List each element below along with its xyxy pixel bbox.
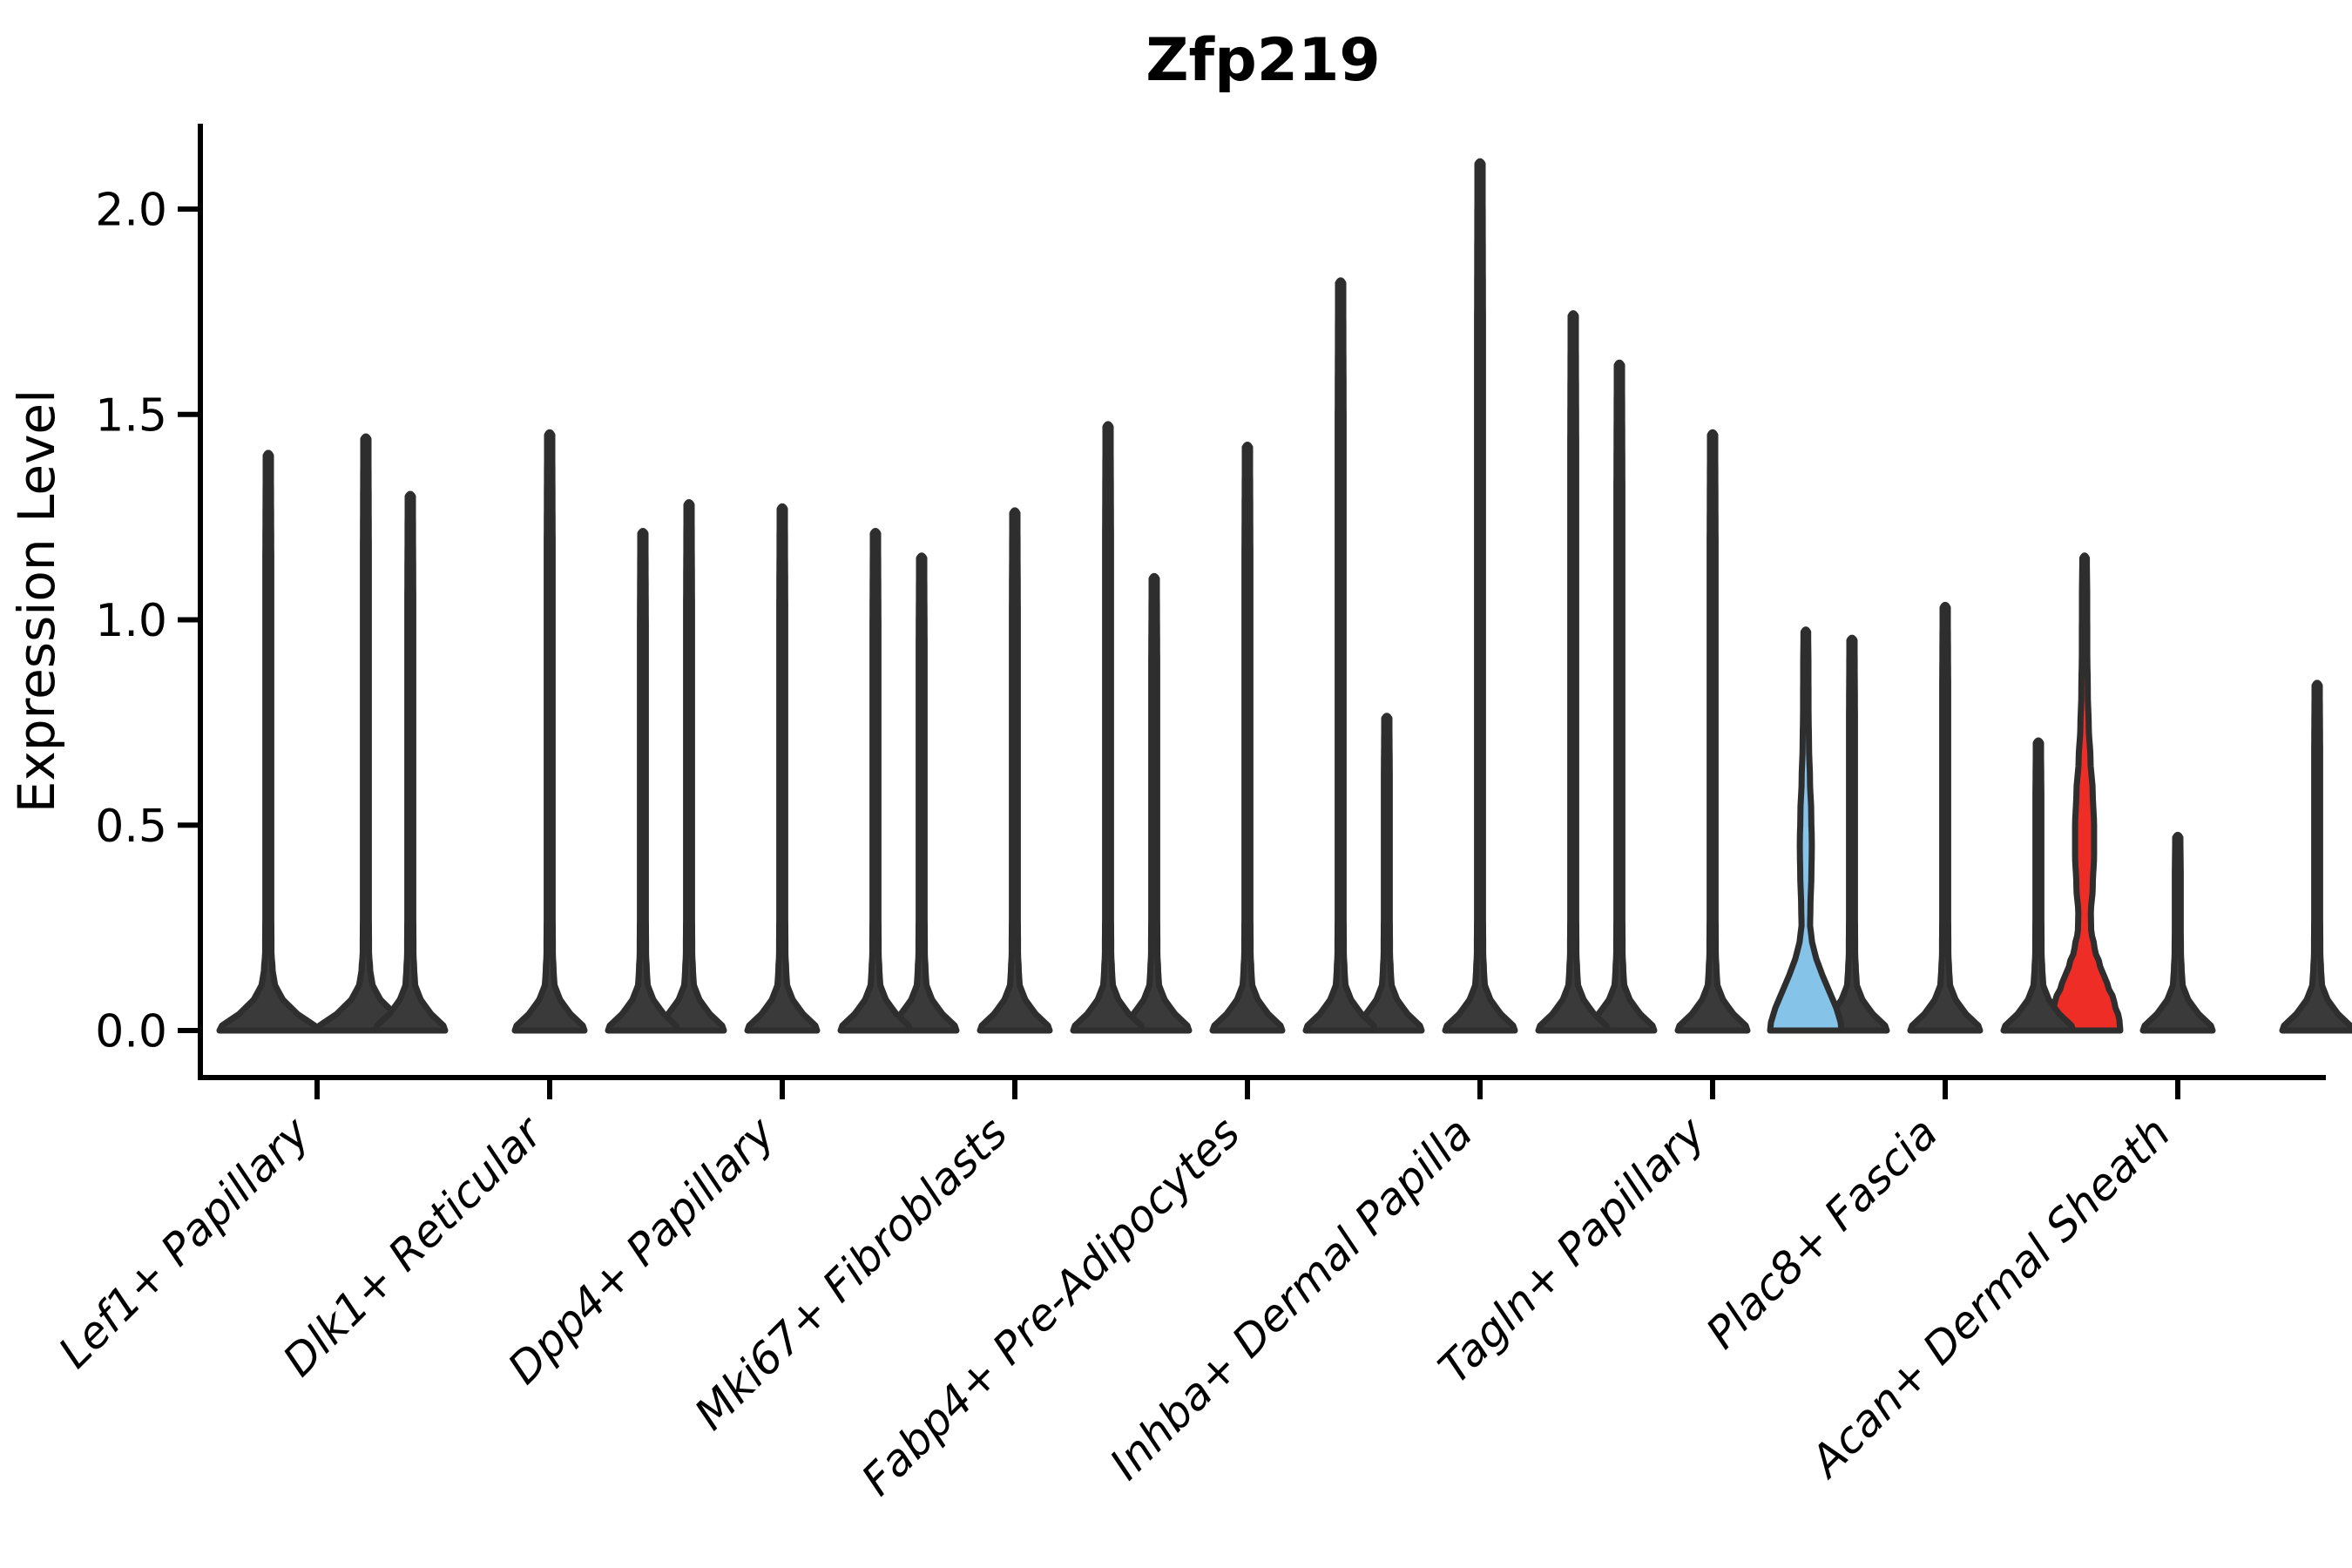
violin-7-1	[1907, 602, 1984, 1034]
x-tick-label-0: Lef1+ Papillary	[49, 1106, 320, 1377]
x-tick-label-4: Fabp4+ Pre-Adipocytes	[852, 1107, 1250, 1505]
violin-6-0	[1535, 310, 1612, 1034]
violin-5-0	[1302, 277, 1379, 1034]
y-tick-label: 2.0	[95, 185, 167, 237]
violin-1-1	[511, 429, 588, 1034]
violin-3-0	[837, 528, 914, 1034]
violin-2-1	[744, 503, 821, 1034]
violin-3-1	[977, 507, 1053, 1034]
violin-0-0	[216, 449, 321, 1034]
violin-7-2	[2045, 552, 2124, 1034]
chart-title: Zfp219	[1146, 26, 1381, 95]
violin-5-1	[1442, 158, 1518, 1034]
violin-8-1	[2139, 832, 2216, 1034]
violin-1-0	[372, 490, 449, 1034]
violin-3-2	[1116, 572, 1193, 1034]
y-tick-label: 0.0	[95, 1006, 167, 1058]
violin-4-1	[1209, 442, 1286, 1034]
y-tick-label: 1.5	[95, 389, 167, 442]
x-tick-label-7: Plac8+ Fascia	[1697, 1107, 1948, 1358]
y-axis-label: Expression Level	[7, 389, 66, 813]
violin-8-2	[2279, 679, 2352, 1034]
y-tick-label: 0.5	[95, 801, 167, 853]
violins-layer	[216, 158, 2352, 1034]
violin-6-2	[1814, 634, 1890, 1034]
violin-4-2	[1348, 713, 1425, 1034]
violin-4-0	[1070, 421, 1146, 1034]
violin-7-0	[1767, 626, 1845, 1034]
violin-1-2	[651, 499, 727, 1034]
violin-2-2	[883, 552, 960, 1034]
violin-2-0	[605, 528, 681, 1034]
violin-0-1	[314, 433, 418, 1034]
y-tick-label: 1.0	[95, 595, 167, 647]
violin-5-2	[1581, 359, 1658, 1034]
violin-8-0	[2000, 737, 2077, 1034]
violin-6-1	[1674, 429, 1751, 1034]
